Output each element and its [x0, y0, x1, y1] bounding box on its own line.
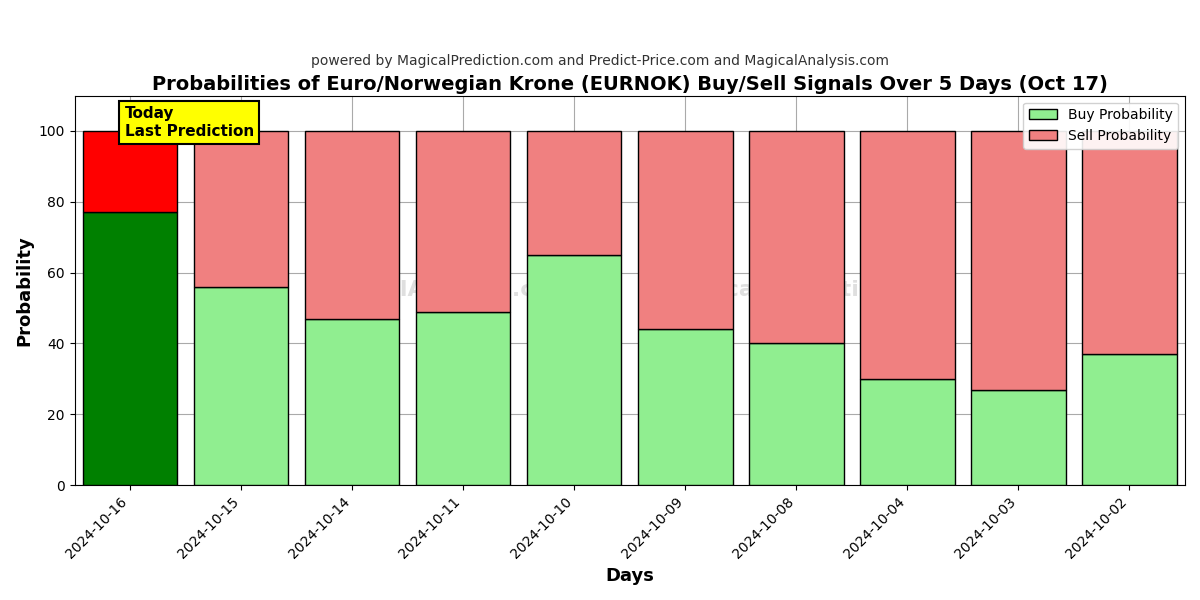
Bar: [305, 131, 400, 319]
Bar: [971, 389, 1066, 485]
Text: MagicalAnalysis.com: MagicalAnalysis.com: [311, 280, 571, 301]
Text: MagicalPrediction.com: MagicalPrediction.com: [665, 280, 950, 301]
Text: Today
Last Prediction: Today Last Prediction: [125, 106, 254, 139]
Bar: [527, 255, 622, 485]
Bar: [194, 131, 288, 287]
Y-axis label: Probability: Probability: [16, 235, 34, 346]
Bar: [305, 319, 400, 485]
Bar: [749, 131, 844, 343]
Text: powered by MagicalPrediction.com and Predict-Price.com and MagicalAnalysis.com: powered by MagicalPrediction.com and Pre…: [311, 54, 889, 68]
Bar: [860, 131, 955, 379]
Bar: [83, 212, 178, 485]
Bar: [83, 131, 178, 212]
Bar: [416, 311, 510, 485]
Bar: [638, 329, 732, 485]
Bar: [1082, 131, 1177, 354]
Title: Probabilities of Euro/Norwegian Krone (EURNOK) Buy/Sell Signals Over 5 Days (Oct: Probabilities of Euro/Norwegian Krone (E…: [152, 75, 1108, 94]
X-axis label: Days: Days: [605, 567, 654, 585]
Legend: Buy Probability, Sell Probability: Buy Probability, Sell Probability: [1024, 103, 1178, 149]
Bar: [638, 131, 732, 329]
Bar: [749, 343, 844, 485]
Bar: [416, 131, 510, 311]
Bar: [1082, 354, 1177, 485]
Bar: [194, 287, 288, 485]
Bar: [527, 131, 622, 255]
Bar: [971, 131, 1066, 389]
Bar: [860, 379, 955, 485]
